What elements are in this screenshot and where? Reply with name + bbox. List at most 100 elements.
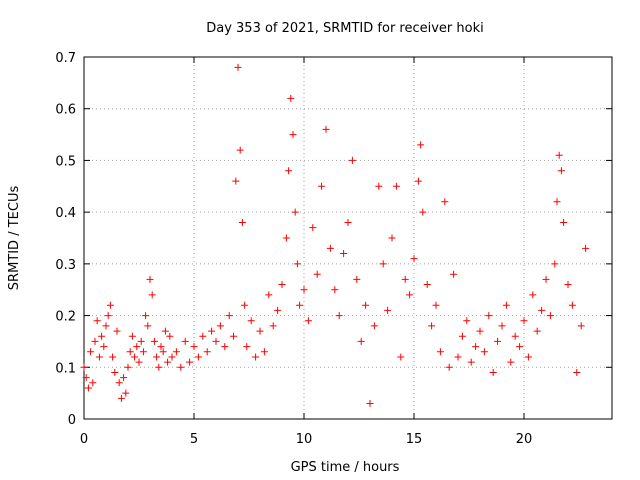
data-point (551, 260, 559, 268)
data-point (232, 177, 240, 185)
data-point (150, 337, 158, 345)
data-point (309, 224, 317, 232)
data-point (353, 275, 361, 283)
data-point (137, 337, 145, 345)
data-point (243, 343, 251, 351)
data-point (291, 208, 299, 216)
data-point (441, 198, 449, 206)
data-point (139, 348, 147, 356)
data-point (95, 353, 103, 361)
data-point (148, 291, 156, 299)
data-point (296, 301, 304, 309)
data-point (370, 322, 378, 330)
data-point (564, 281, 572, 289)
data-point (335, 312, 343, 320)
data-point (388, 234, 396, 242)
data-point (555, 151, 563, 159)
data-point (357, 337, 365, 345)
data-point (124, 363, 132, 371)
data-point (230, 332, 238, 340)
data-point (117, 394, 125, 402)
data-point (392, 182, 400, 190)
data-point (168, 353, 176, 361)
data-point (157, 343, 165, 351)
data-point (104, 312, 112, 320)
data-point (498, 322, 506, 330)
data-point (194, 353, 202, 361)
data-point (494, 337, 502, 345)
data-point (401, 275, 409, 283)
data-point (423, 281, 431, 289)
data-point (293, 260, 301, 268)
data-point (260, 348, 268, 356)
data-point (546, 312, 554, 320)
y-tick-label: 0.5 (55, 154, 76, 169)
data-point (120, 374, 128, 382)
data-point (533, 327, 541, 335)
data-point (91, 337, 99, 345)
y-tick-label: 0 (68, 413, 76, 428)
data-point (241, 301, 249, 309)
data-point (304, 317, 312, 325)
data-point (142, 312, 150, 320)
data-point (208, 327, 216, 335)
data-point (432, 301, 440, 309)
data-point (436, 348, 444, 356)
data-point (89, 379, 97, 387)
data-point (375, 182, 383, 190)
data-point (560, 218, 568, 226)
data-point (289, 131, 297, 139)
data-points (80, 63, 590, 407)
gridlines (84, 57, 612, 419)
data-point (113, 327, 121, 335)
x-tick-label: 5 (190, 432, 198, 447)
data-point (331, 286, 339, 294)
data-point (516, 343, 524, 351)
data-point (445, 363, 453, 371)
data-point (82, 374, 90, 382)
data-point (199, 332, 207, 340)
y-tick-label: 0.1 (55, 361, 76, 376)
data-point (480, 348, 488, 356)
data-point (274, 306, 282, 314)
data-point (153, 353, 161, 361)
data-point (524, 353, 532, 361)
data-point (131, 353, 139, 361)
data-point (109, 353, 117, 361)
data-point (502, 301, 510, 309)
data-point (489, 368, 497, 376)
data-point (538, 306, 546, 314)
data-point (557, 167, 565, 175)
data-point (216, 322, 224, 330)
data-point (454, 353, 462, 361)
data-point (177, 363, 185, 371)
data-point (106, 301, 114, 309)
data-point (98, 332, 106, 340)
data-point (87, 348, 95, 356)
data-point (476, 327, 484, 335)
data-point (186, 358, 194, 366)
data-point (511, 332, 519, 340)
data-point (322, 125, 330, 133)
data-point (450, 270, 458, 278)
data-point (340, 250, 348, 258)
data-point (542, 275, 550, 283)
data-point (172, 348, 180, 356)
data-point (485, 312, 493, 320)
data-point (285, 167, 293, 175)
data-point (507, 358, 515, 366)
data-point (181, 337, 189, 345)
data-point (458, 332, 466, 340)
data-point (133, 343, 141, 351)
data-point (225, 312, 233, 320)
data-point (577, 322, 585, 330)
data-point (122, 389, 130, 397)
data-point (573, 368, 581, 376)
data-point (348, 156, 356, 164)
data-point (410, 255, 418, 263)
x-tick-label: 10 (296, 432, 313, 447)
data-point (115, 379, 123, 387)
data-point (582, 244, 590, 252)
data-point (93, 317, 101, 325)
data-point (126, 348, 134, 356)
